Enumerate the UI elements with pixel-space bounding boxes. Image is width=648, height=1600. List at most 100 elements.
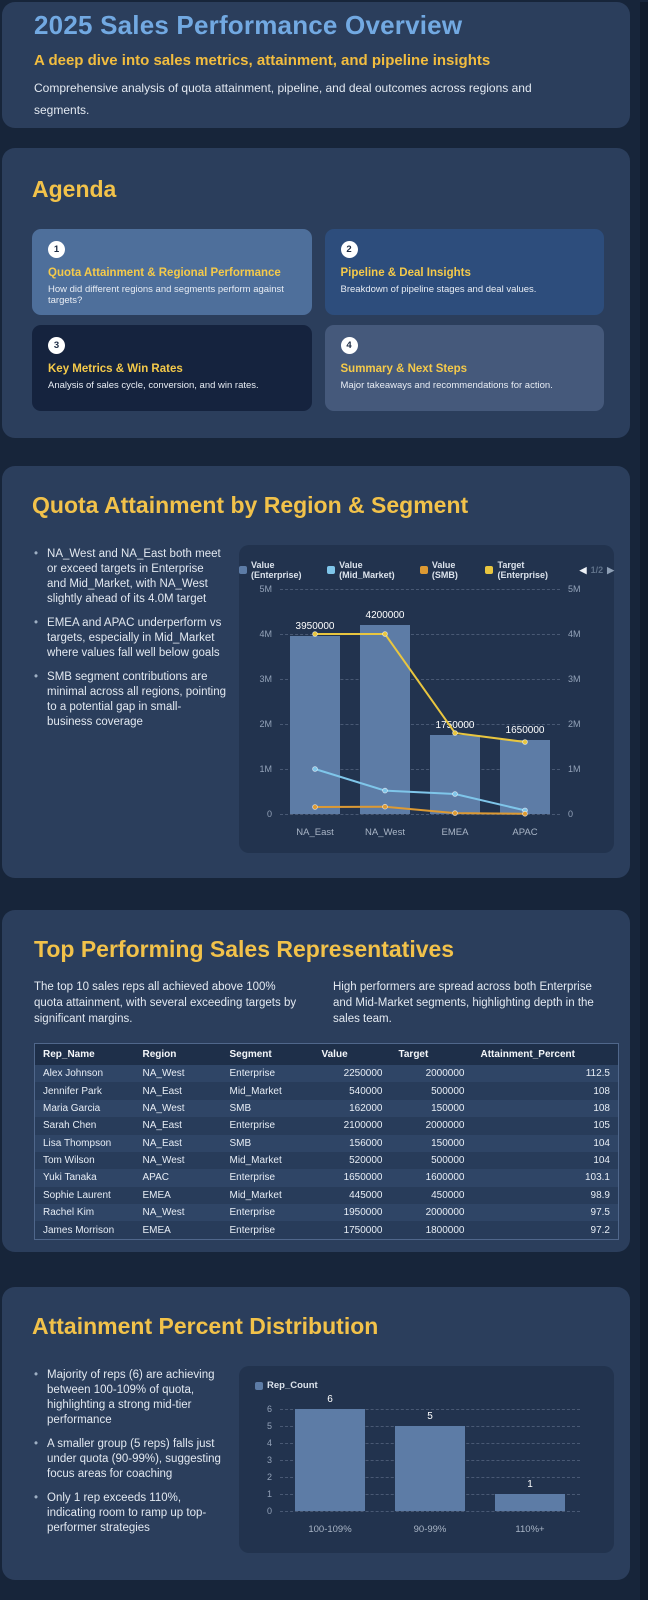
table-cell: 104	[593, 1137, 610, 1149]
agenda-number-2: 2	[346, 244, 352, 255]
table-cell: Lisa Thompson	[43, 1137, 112, 1149]
table-cell: 104	[593, 1155, 610, 1167]
agenda-card-1: 1 Quota Attainment & Regional Performanc…	[32, 229, 312, 315]
table-cell: EMEA	[142, 1224, 171, 1236]
chart-bar-110%+[interactable]	[495, 1494, 565, 1511]
table-cell: Jennifer Park	[43, 1085, 102, 1097]
table-cell: 98.9	[590, 1189, 610, 1201]
agenda-section: Agenda 1 Quota Attainment & Regional Per…	[2, 148, 630, 438]
table-cell: 108	[593, 1102, 610, 1114]
gridline	[280, 1409, 580, 1410]
table-cell: Enterprise	[229, 1120, 276, 1132]
table-cell: 500000	[431, 1085, 465, 1097]
y-axis-label-right: 3M	[568, 674, 581, 684]
table-cell: NA_West	[142, 1102, 185, 1114]
line-marker	[382, 803, 388, 810]
chart-bar-APAC[interactable]	[500, 740, 550, 814]
legend-item[interactable]: Target (Enterprise)	[485, 560, 569, 580]
table-row: Maria Garcia NA_West SMB 162000 150000 108	[34, 1099, 619, 1118]
line-Value (SMB)[interactable]	[314, 805, 526, 815]
legend-pager-prev-icon[interactable]: ◀	[579, 564, 587, 575]
legend-swatch	[485, 566, 494, 574]
table-cell: NA_East	[142, 1137, 182, 1149]
distribution-bullet-3: • Only 1 rep exceeds 110%, indicating roo…	[34, 1491, 226, 1536]
line-Value (Mid_Market)[interactable]	[314, 768, 526, 812]
y-axis-label: 5	[266, 1421, 272, 1431]
distribution-bullet-1: • Majority of reps (6) are achieving betw…	[34, 1368, 226, 1428]
agenda-card-desc-3: Analysis of sales cycle, conversion, and…	[48, 380, 259, 391]
table-cell: NA_East	[142, 1120, 182, 1132]
table-cell: Enterprise	[229, 1172, 276, 1184]
reps-paragraph-left: The top 10 sales reps all achieved above…	[34, 981, 297, 1025]
y-axis-label: 1	[266, 1489, 272, 1499]
gridline	[280, 769, 560, 770]
table-cell: 112.5	[585, 1068, 610, 1080]
line-marker	[382, 787, 388, 794]
quota-bullet-text-1: NA_West and NA_East both meet or exceed …	[47, 548, 221, 605]
gridline	[280, 589, 560, 590]
y-axis-label: 5M	[259, 584, 272, 594]
table-cell: 156000	[349, 1137, 383, 1149]
column-header: Attainment_Percent	[472, 1043, 619, 1065]
table-cell: 520000	[349, 1155, 383, 1167]
chart-bar-100-109%[interactable]	[295, 1409, 365, 1511]
table-cell: NA_West	[142, 1207, 185, 1219]
table-row: James Morrison EMEA Enterprise 1750000 18000…	[34, 1221, 619, 1240]
y-axis-label-right: 5M	[568, 584, 581, 594]
agenda-card-4: 4 Summary & Next Steps Major takeaways a…	[324, 325, 604, 411]
line-marker	[382, 631, 388, 637]
chart-bar-NA_East[interactable]	[290, 636, 340, 814]
bar-value-label: 4200000	[365, 610, 405, 621]
reps-section: Top Performing Sales Representatives The…	[2, 910, 630, 1252]
table-cell: Yuki Tanaka	[43, 1172, 97, 1184]
reps-paragraph-right: High performers are spread across both E…	[333, 981, 594, 1025]
header-section: 2025 Sales Performance Overview A deep d…	[2, 2, 630, 128]
table-cell: 1750000	[343, 1224, 383, 1236]
line-marker	[452, 810, 458, 816]
line-Target (Enterprise)[interactable]	[315, 633, 526, 743]
reps-table: Rep_Name Region Segment Value Target Attainme…	[34, 1043, 619, 1240]
table-cell: 162000	[349, 1102, 383, 1114]
agenda-card-title-1: Quota Attainment & Regional Performance	[48, 267, 281, 279]
table-row: Yuki Tanaka APAC Enterprise 1650000 1600000 1…	[34, 1169, 619, 1187]
quota-bullet-2: • EMEA and APAC underperform vs targets, …	[34, 616, 226, 661]
y-axis-label: 6	[266, 1404, 272, 1414]
table-cell: NA_East	[142, 1085, 182, 1097]
distribution-bullet-text-2: A smaller group (5 reps) falls just unde…	[47, 1438, 221, 1480]
chart-bar-90-99%[interactable]	[395, 1426, 465, 1511]
y-axis-label: 2	[266, 1472, 272, 1482]
table-cell: 540000	[349, 1085, 383, 1097]
x-axis-label: APAC	[512, 827, 538, 838]
table-cell: NA_West	[142, 1068, 185, 1080]
line-marker	[452, 791, 458, 797]
y-axis-label: 0	[266, 809, 272, 819]
table-row: Rachel Kim NA_West Enterprise 1950000 200000…	[34, 1204, 619, 1222]
table-cell: 1800000	[425, 1224, 465, 1236]
chart-legend: Value (Enterprise) Value (Mid_Market) Valu…	[239, 560, 614, 580]
table-cell: 2000000	[425, 1068, 465, 1080]
bullet-dot: •	[34, 1492, 39, 1504]
legend-swatch	[419, 566, 428, 574]
legend-item[interactable]: Value (Enterprise)	[239, 560, 320, 580]
column-header: Region	[134, 1043, 222, 1065]
chart-legend: Rep_Count	[255, 1380, 318, 1391]
bullet-dot: •	[34, 1369, 39, 1381]
x-axis-label: 110%+	[515, 1524, 545, 1535]
x-axis-label: EMEA	[441, 827, 469, 838]
legend-pager: ◀ 1/2 ▶	[580, 565, 614, 576]
chart-bar-EMEA[interactable]	[430, 735, 480, 814]
y-axis-label: 0	[266, 1506, 272, 1516]
gridline	[280, 679, 560, 680]
quota-chart: Value (Enterprise) Value (Mid_Market) Valu…	[239, 545, 614, 853]
legend-item[interactable]: Rep_Count	[255, 1380, 318, 1391]
agenda-number-badge-3: 3	[48, 337, 65, 354]
table-cell: 2100000	[343, 1120, 383, 1132]
legend-pager-next-icon[interactable]: ▶	[607, 564, 615, 575]
agenda-number-badge-1: 1	[48, 241, 65, 258]
bar-value-label: 1650000	[505, 725, 545, 736]
line-marker	[452, 730, 458, 736]
legend-item[interactable]: Value (Mid_Market)	[327, 560, 413, 580]
agenda-card-2: 2 Pipeline & Deal Insights Breakdown of …	[324, 229, 604, 315]
legend-item[interactable]: Value (SMB)	[419, 560, 479, 580]
bullet-dot: •	[34, 671, 39, 683]
